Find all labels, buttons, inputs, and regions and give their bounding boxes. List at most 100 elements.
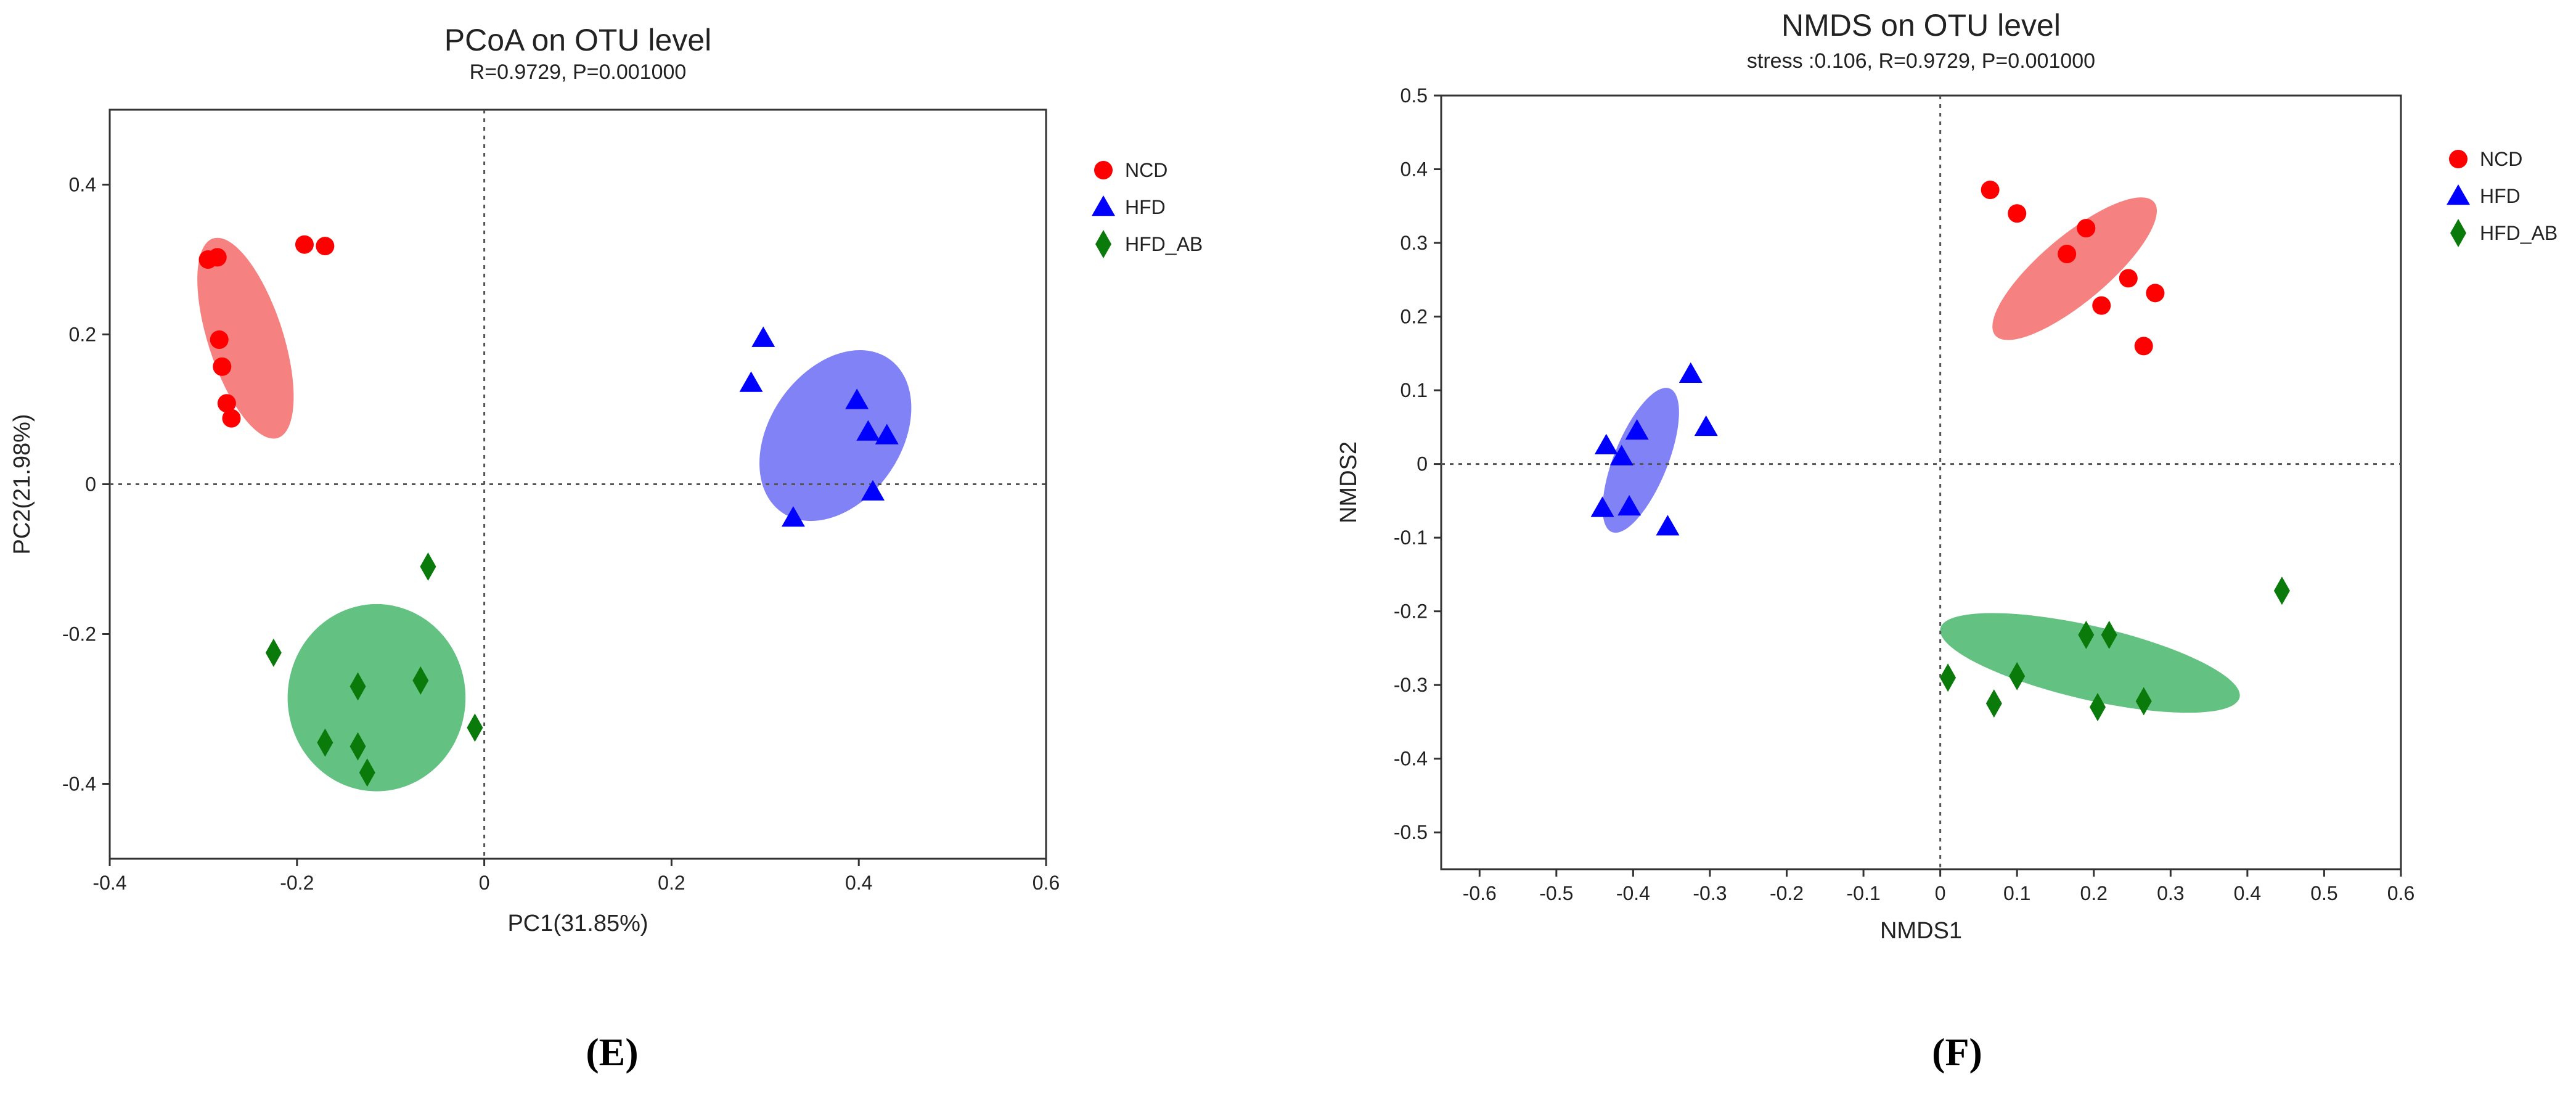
x-tick-label: 0: [479, 872, 490, 894]
y-tick-label: 0.4: [1400, 158, 1428, 181]
x-tick-label: 0.4: [845, 872, 872, 894]
x-tick-label: -0.4: [1616, 882, 1650, 904]
legend-label: HFD_AB: [1125, 233, 1203, 255]
x-tick-label: -0.6: [1463, 882, 1497, 904]
x-tick-label: 0.2: [658, 872, 685, 894]
y-tick-label: -0.5: [1394, 821, 1428, 843]
y-tick-label: 0: [85, 473, 96, 496]
y-tick-label: -0.4: [1394, 748, 1428, 770]
data-point-hfd-ab: [2135, 687, 2152, 716]
data-point-hfd: [1594, 433, 1618, 454]
confidence-ellipse-hfd: [759, 350, 912, 522]
x-tick-label: -0.5: [1539, 882, 1573, 904]
confidence-ellipse-ncd: [1992, 197, 2157, 340]
data-point-hfd: [1625, 419, 1649, 440]
chart-panel-nmds: -0.6 -0.5 -0.4 -0.3 -0.2 -0.1 0 0.1 0.2 0.3 0.4 0.5…: [1336, 8, 2558, 1074]
y-axis-label: PC2(21.98%): [9, 414, 35, 554]
data-point-ncd: [1981, 180, 2000, 199]
data-point-hfd: [1678, 362, 1703, 383]
data-point-hfd-ab: [317, 728, 333, 757]
data-point-hfd-ab: [467, 713, 483, 742]
data-point-ncd: [213, 357, 232, 376]
data-point-hfd-ab: [2273, 576, 2290, 605]
chart-panel-pcoa: -0.4 -0.2 0 0.2 0.4 0.6 -0.4 -0.2 0 0.2 0.4 PCoA on…: [9, 23, 1203, 1074]
panel-label: (F): [1932, 1030, 1982, 1074]
data-point-hfd: [856, 420, 880, 441]
data-point-hfd-ab: [2078, 620, 2095, 649]
x-tick-label: -0.3: [1693, 882, 1727, 904]
y-tick-label: -0.1: [1394, 526, 1428, 549]
confidence-ellipse-hfd-ab: [1940, 613, 2240, 713]
data-point-ncd: [295, 235, 314, 254]
x-tick-label: -0.1: [1847, 882, 1881, 904]
data-point-hfd-ab: [420, 552, 436, 581]
data-point-ncd: [2077, 219, 2096, 238]
confidence-ellipse-hfd: [1602, 388, 1679, 533]
x-tick-label: -0.2: [1770, 882, 1804, 904]
chart-subtitle: stress :0.106, R=0.9729, P=0.001000: [1747, 49, 2095, 73]
legend-label: HFD: [2480, 185, 2521, 207]
confidence-ellipse-hfd-ab: [287, 604, 466, 792]
chart-title: PCoA on OTU level: [444, 23, 712, 57]
x-tick-label: 0.3: [2157, 882, 2184, 904]
data-point-ncd: [208, 248, 227, 267]
data-point-ncd: [316, 237, 335, 256]
data-point-ncd: [2119, 269, 2138, 288]
y-tick-label: 0.2: [69, 324, 96, 346]
x-axis-label: PC1(31.85%): [507, 911, 648, 936]
data-point-hfd: [1656, 515, 1680, 536]
x-tick-label: 0.1: [2003, 882, 2030, 904]
legend-marker-hfd-ab: [2450, 219, 2466, 247]
data-point-ncd: [2092, 296, 2111, 315]
data-point-hfd-ab: [2089, 693, 2106, 722]
y-tick-label: 0.5: [1400, 84, 1428, 107]
data-point-ncd: [2134, 337, 2153, 356]
legend-marker-ncd: [1094, 161, 1113, 179]
panel-label: (E): [586, 1030, 638, 1074]
legend: NCD HFD HFD_AB: [1092, 159, 1203, 258]
x-tick-label: 0.6: [1032, 872, 1060, 894]
x-tick-label: 0: [1935, 882, 1946, 904]
plot-frame: [1440, 94, 2402, 870]
data-point-hfd-ab: [350, 672, 366, 701]
x-tick-label: 0.2: [2080, 882, 2108, 904]
data-point-hfd: [781, 506, 805, 527]
y-tick-label: 0.2: [1400, 306, 1428, 328]
data-point-hfd-ab: [265, 638, 282, 667]
y-tick-label: 0.1: [1400, 379, 1428, 401]
legend-marker-hfd-ab: [1095, 230, 1111, 258]
confidence-ellipse-ncd: [197, 237, 294, 439]
chart-title: NMDS on OTU level: [1781, 8, 2061, 43]
data-point-hfd: [1694, 415, 1718, 436]
legend-label: NCD: [2480, 148, 2522, 170]
data-point-hfd-ab: [412, 666, 429, 695]
data-point-ncd: [2146, 284, 2165, 303]
legend-label: HFD_AB: [2480, 222, 2558, 244]
y-tick-label: -0.4: [62, 773, 96, 795]
legend-marker-hfd: [2447, 184, 2470, 205]
x-tick-label: 0.4: [2234, 882, 2261, 904]
legend-label: HFD: [1125, 196, 1166, 218]
data-point-hfd: [875, 424, 899, 444]
y-tick-label: 0: [1417, 453, 1428, 475]
y-tick-label: -0.3: [1394, 674, 1428, 696]
data-point-hfd: [1617, 494, 1642, 516]
y-tick-label: 0.3: [1400, 232, 1428, 254]
x-axis-label: NMDS1: [1880, 918, 1962, 944]
data-point-hfd-ab: [359, 758, 375, 787]
data-point-hfd: [1590, 496, 1614, 517]
legend-label: NCD: [1125, 159, 1167, 181]
data-point-hfd-ab: [2101, 620, 2117, 649]
x-tick-label: 0.5: [2310, 882, 2337, 904]
y-axis-label: NMDS2: [1336, 441, 1362, 523]
data-point-ncd: [2058, 244, 2077, 263]
y-tick-label: -0.2: [62, 623, 96, 645]
legend: NCD HFD HFD_AB: [2447, 148, 2558, 247]
data-point-hfd: [739, 371, 763, 392]
y-tick-label: 0.4: [69, 174, 96, 196]
chart-subtitle: R=0.9729, P=0.001000: [470, 60, 687, 84]
x-tick-label: -0.4: [92, 872, 126, 894]
legend-marker-ncd: [2449, 150, 2468, 168]
data-point-hfd-ab: [350, 732, 366, 761]
